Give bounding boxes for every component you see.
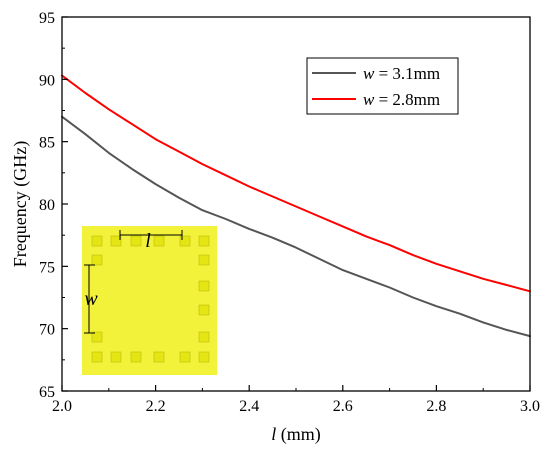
inset-square xyxy=(130,235,142,247)
legend-label-value: = 2.8mm xyxy=(374,90,440,109)
y-tick-label: 80 xyxy=(39,197,55,214)
inset-square xyxy=(91,235,103,247)
inset-square xyxy=(91,331,103,343)
unit-cell-inset: lw xyxy=(82,226,217,375)
inset-square xyxy=(110,235,122,247)
y-tick-label: 75 xyxy=(39,259,55,276)
legend-box xyxy=(306,57,459,115)
axes: 2.0 2.2 2.4 2.6 2.8 3.0 65 70 75 80 85 90 95 l (mm) Fr… xyxy=(10,10,540,445)
y-tick-label: 90 xyxy=(39,72,55,89)
x-tick-label: 2.4 xyxy=(239,398,259,415)
inset-square xyxy=(198,254,210,266)
inset-length-label: l xyxy=(145,230,151,252)
inset-square xyxy=(153,351,165,363)
inset-square xyxy=(198,331,210,343)
inset-square xyxy=(198,235,210,247)
x-axis-title-unit: (mm) xyxy=(276,424,321,445)
series-line-2 xyxy=(61,74,531,293)
x-tick-label: 2.0 xyxy=(52,398,72,415)
x-tick-label: 2.2 xyxy=(146,398,166,415)
inset-square xyxy=(130,351,142,363)
legend-label-value: = 3.1mm xyxy=(374,64,440,83)
inset-square xyxy=(153,235,165,247)
x-tick-label: 3.0 xyxy=(520,398,540,415)
legend-label-2: w = 2.8mm xyxy=(363,90,440,109)
plot-area xyxy=(61,74,531,338)
inset-width-label: w xyxy=(84,288,98,310)
legend-label-var: w xyxy=(363,64,375,83)
y-tick-label: 95 xyxy=(39,10,55,27)
series-line-1 xyxy=(61,115,531,338)
y-tick-label: 65 xyxy=(39,384,55,401)
y-tick-label: 85 xyxy=(39,135,55,152)
inset-square xyxy=(110,351,122,363)
inset-square xyxy=(198,280,210,292)
inset-square xyxy=(91,351,103,363)
x-axis-title-var: l xyxy=(271,424,276,444)
legend-label-var: w xyxy=(363,90,375,109)
y-tick-label: 70 xyxy=(39,322,55,339)
inset-square xyxy=(179,235,191,247)
inset-square xyxy=(198,351,210,363)
y-axis-title: Frequency (GHz) xyxy=(10,141,31,267)
legend-label-1: w = 3.1mm xyxy=(363,64,440,83)
x-tick-label: 2.6 xyxy=(333,398,353,415)
inset-square xyxy=(179,351,191,363)
inset-background xyxy=(82,226,217,375)
x-tick-label: 2.8 xyxy=(426,398,446,415)
x-axis-title: l (mm) xyxy=(271,424,321,445)
inset-square xyxy=(91,254,103,266)
inset-square xyxy=(198,304,210,316)
